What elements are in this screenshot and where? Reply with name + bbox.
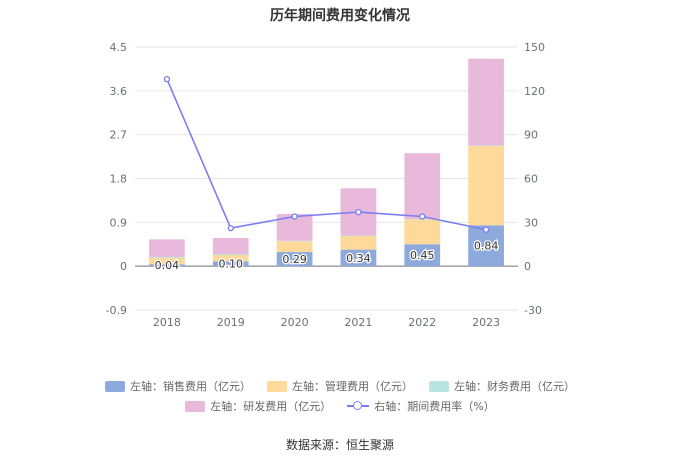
x-axis-tick-label: 2019: [217, 316, 245, 329]
right-axis-tick-label: 0: [524, 260, 531, 273]
legend-row-1: 左轴：销售费用（亿元） 左轴：管理费用（亿元） 左轴：财务费用（亿元）: [0, 376, 680, 396]
line-point: [291, 213, 298, 220]
legend-label-admin: 左轴：管理费用（亿元）: [292, 380, 413, 393]
bar-series: [149, 58, 504, 267]
line-point: [419, 213, 426, 220]
legend-row-2: 左轴：研发费用（亿元） 右轴：期间费用率（%）: [0, 396, 680, 416]
left-axis-tick-label: 0: [120, 260, 127, 273]
x-axis-tick-label: 2023: [472, 316, 500, 329]
legend-label-rnd: 左轴：研发费用（亿元）: [210, 400, 332, 413]
legend-item-admin[interactable]: 左轴：管理费用（亿元）: [267, 378, 413, 394]
right-axis-tick-label: 90: [524, 129, 538, 142]
data-label: 0.10: [219, 258, 244, 271]
bar: [149, 256, 185, 258]
right-axis-tick-label: 30: [524, 216, 538, 229]
bar: [340, 235, 377, 236]
left-axis-tick-label: 2.7: [110, 129, 128, 142]
bar: [468, 145, 504, 146]
right-axis-tick-label: 150: [524, 41, 545, 54]
chart-title: 历年期间费用变化情况: [270, 8, 410, 24]
bar: [404, 244, 441, 267]
axes: 4.5 150 3.6 120 2.7 90 1.8 60 0.9 30 0 0 -0.9 -30 2018…: [106, 41, 545, 329]
left-axis-tick-label: 4.5: [110, 41, 128, 54]
left-axis-tick-label: 1.8: [110, 173, 128, 186]
x-axis-tick-label: 2021: [344, 316, 372, 329]
x-axis-tick-label: 2020: [281, 316, 309, 329]
line-point: [227, 225, 234, 232]
bar: [149, 257, 185, 265]
bar: [212, 254, 249, 262]
bar: [276, 240, 313, 242]
bar: [149, 239, 185, 257]
bar: [468, 58, 504, 146]
right-axis-tick-label: 120: [524, 85, 545, 98]
data-label: 0.29: [282, 253, 307, 266]
legend-item-finance[interactable]: 左轴：财务费用（亿元）: [429, 378, 575, 394]
bar: [340, 249, 377, 267]
data-labels: 0.04 0.10 0.29 0.34 0.45 0.84: [153, 238, 499, 273]
left-axis-tick-label: 0.9: [110, 216, 128, 229]
data-label: 0.34: [346, 252, 371, 265]
bar: [404, 219, 441, 245]
line-point: [482, 226, 490, 233]
left-axis-tick-label: -0.9: [106, 304, 127, 317]
data-source: 数据来源：恒生聚源: [285, 438, 394, 452]
bar: [276, 241, 313, 253]
line-series: [163, 75, 490, 233]
legend-item-rnd[interactable]: 左轴：研发费用（亿元）: [185, 398, 331, 414]
right-axis-tick-label: -30: [524, 304, 542, 317]
bar: [404, 153, 441, 219]
legend-label-expense-rate: 右轴：期间费用率（%）: [374, 400, 495, 413]
legend-swatch-admin: [267, 380, 287, 392]
bar: [149, 264, 185, 267]
x-axis-tick-label: 2018: [153, 316, 181, 329]
line-point: [163, 75, 171, 83]
legend-label-finance: 左轴：财务费用（亿元）: [454, 380, 575, 393]
data-label: 0.04: [155, 259, 180, 272]
left-axis-tick-label: 3.6: [110, 85, 128, 98]
grid-lines: [135, 46, 518, 311]
legend-label-sales: 左轴：销售费用（亿元）: [130, 380, 251, 393]
legend: 左轴：销售费用（亿元） 左轴：管理费用（亿元） 左轴：财务费用（亿元） 左轴：研…: [0, 376, 680, 416]
right-axis-tick-label: 60: [524, 173, 538, 186]
bar: [212, 253, 249, 255]
legend-item-expense-rate[interactable]: 右轴：期间费用率（%）: [347, 398, 495, 414]
legend-item-sales[interactable]: 左轴：销售费用（亿元）: [105, 378, 251, 394]
legend-swatch-sales: [105, 380, 125, 392]
legend-line-marker-icon: [347, 400, 370, 412]
bar: [340, 235, 377, 250]
legend-swatch-rnd: [185, 400, 206, 412]
bar: [212, 261, 249, 267]
x-axis-tick-label: 2022: [408, 316, 436, 329]
data-label: 0.45: [410, 249, 435, 262]
expense-rate-line: [166, 78, 487, 231]
bar: [212, 237, 249, 254]
data-label: 0.84: [474, 240, 499, 253]
chart-canvas: 4.5 150 3.6 120 2.7 90 1.8 60 0.9 30 0 0 -0.9 -30 2018…: [106, 41, 545, 329]
legend-swatch-finance: [429, 380, 449, 392]
bar: [276, 252, 313, 267]
bar: [468, 145, 504, 226]
line-point: [355, 208, 362, 216]
